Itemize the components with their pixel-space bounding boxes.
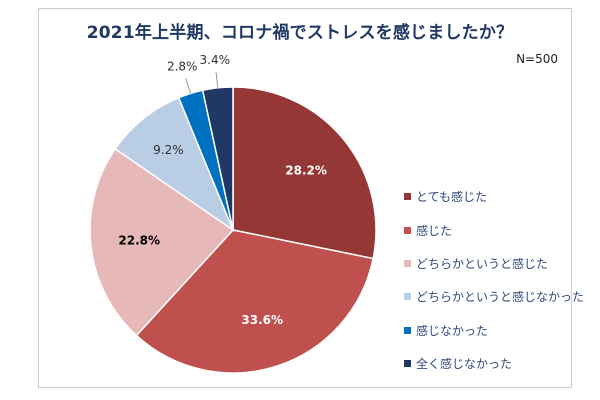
sample-size-label: N=500 — [516, 52, 558, 66]
legend-swatch-4 — [404, 293, 411, 301]
pie-slice-1 — [232, 86, 377, 260]
pie-slice-2 — [135, 229, 375, 374]
pie-slice-6 — [201, 86, 234, 231]
legend-item-1: とても感じた — [404, 180, 584, 213]
leader-line-6 — [215, 71, 219, 88]
legend-label-1: とても感じた — [416, 190, 488, 205]
legend-swatch-6 — [404, 360, 411, 368]
legend-item-3: どちらかというと感じた — [404, 247, 584, 280]
data-label-5: 2.8% — [167, 60, 198, 74]
data-label-4: 9.2% — [153, 143, 184, 157]
data-label-1: 28.2% — [285, 163, 327, 177]
data-label-2: 33.6% — [241, 313, 283, 327]
legend-swatch-1 — [404, 193, 411, 201]
pie-slice-3 — [89, 147, 235, 337]
legend-label-4: どちらかというと感じなかった — [416, 290, 585, 305]
leader-line-5 — [185, 78, 191, 94]
leader-lines — [185, 71, 219, 94]
legend-label-3: どちらかというと感じた — [416, 256, 549, 271]
pie-slices — [89, 86, 377, 374]
data-labels: 28.2% 33.6% 22.8% 9.2% 2.8% 3.4% — [118, 53, 327, 327]
data-label-6: 3.4% — [200, 53, 231, 67]
data-label-3: 22.8% — [118, 234, 160, 248]
chart-legend: とても感じた 感じたどちらかというと感じたどちらかというと感じなかった 感じなかった… — [404, 180, 584, 380]
legend-item-6: 全く感じなかった — [404, 347, 584, 380]
legend-swatch-5 — [404, 326, 411, 334]
pie-slice-4 — [114, 96, 235, 233]
chart-title: 2021年上半期、コロナ禍でストレスを感じましたか？ — [86, 23, 514, 43]
legend-item-5: 感じなかった — [404, 314, 584, 347]
legend-label-6: 全く感じなかった — [416, 357, 513, 372]
legend-label-5: 感じなかった — [416, 323, 489, 338]
legend-swatch-2 — [404, 226, 411, 234]
legend-swatch-3 — [404, 259, 411, 267]
legend-item-2: 感じた — [404, 213, 584, 246]
legend-item-4: どちらかというと感じなかった — [404, 280, 584, 313]
legend-label-2: 感じた — [416, 223, 453, 238]
